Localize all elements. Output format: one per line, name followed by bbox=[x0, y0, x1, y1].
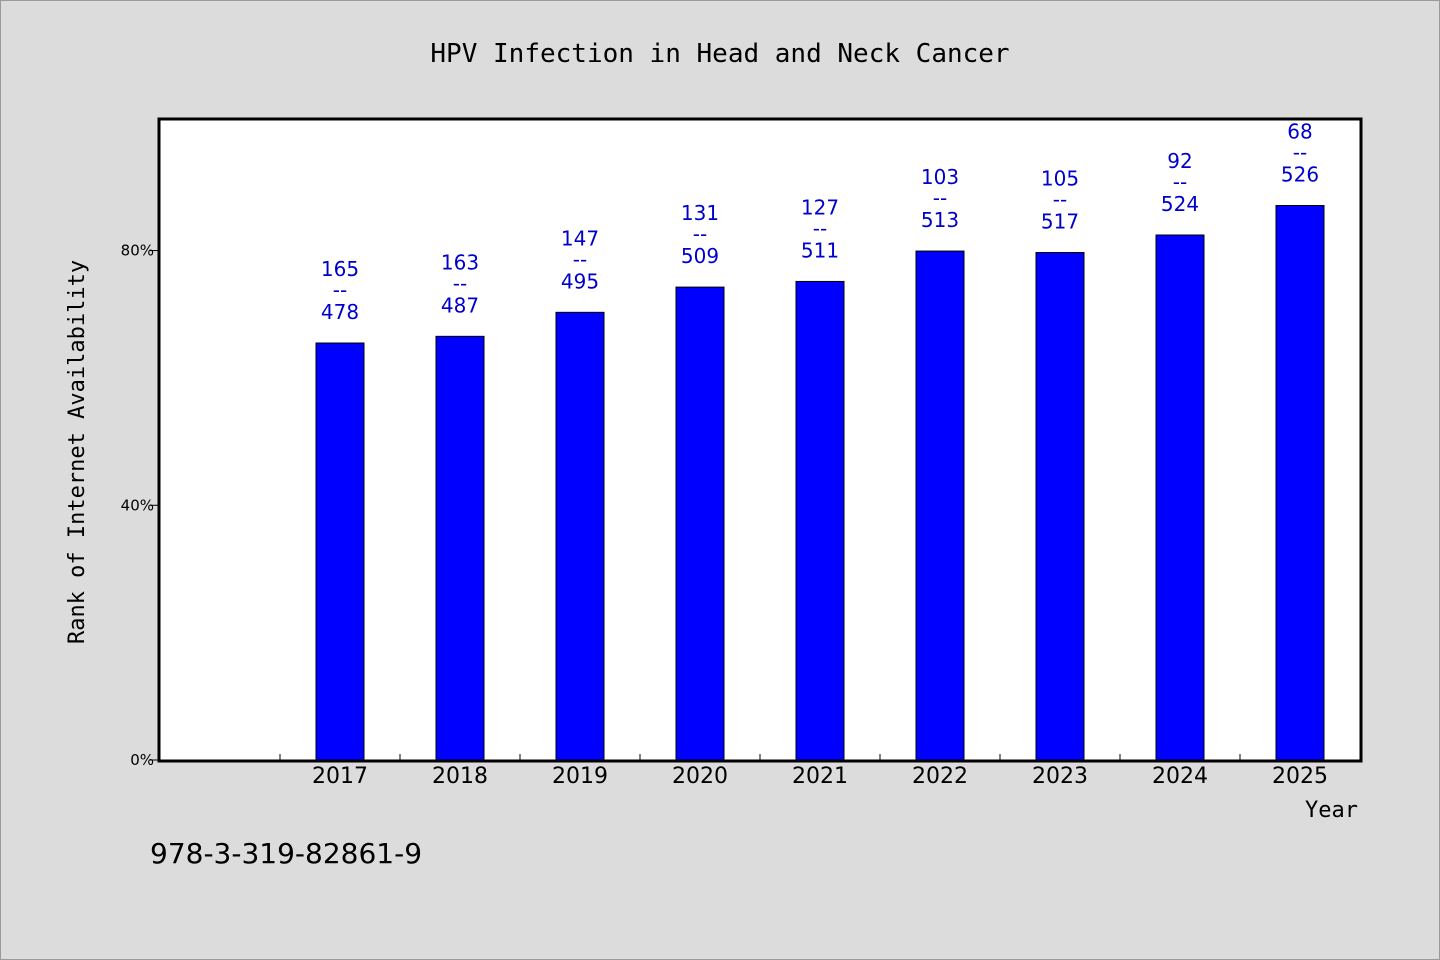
x-tick-label-2022: 2022 bbox=[912, 764, 968, 789]
data-label-sep-2022: -- bbox=[933, 186, 947, 210]
y-axis: 0% 40% 80% bbox=[121, 242, 160, 769]
data-label-sep-2023: -- bbox=[1053, 188, 1067, 212]
bar-2023 bbox=[1035, 252, 1085, 761]
x-tick-label-2023: 2023 bbox=[1032, 764, 1088, 789]
data-label-top-2018: 163 bbox=[441, 250, 479, 274]
data-label-sep-2019: -- bbox=[573, 247, 587, 271]
data-label-top-2021: 127 bbox=[801, 195, 839, 219]
data-label-bottom-2025: 526 bbox=[1281, 163, 1319, 187]
data-label-sep-2018: -- bbox=[453, 271, 467, 295]
data-label-top-2022: 103 bbox=[921, 165, 959, 189]
footnote-isbn: 978-3-319-82861-9 bbox=[150, 837, 422, 870]
data-labels-layer: 165--478163--487147--495131--509127--511… bbox=[321, 120, 1319, 324]
x-tick-label-2021: 2021 bbox=[792, 764, 848, 789]
x-tick-label-2025: 2025 bbox=[1272, 764, 1328, 789]
bar-2024 bbox=[1155, 234, 1205, 761]
x-tick-label-2024: 2024 bbox=[1152, 764, 1208, 789]
data-label-sep-2025: -- bbox=[1293, 141, 1307, 165]
bar-2017 bbox=[315, 342, 365, 761]
bars-layer bbox=[315, 205, 1325, 761]
bar-2025 bbox=[1275, 205, 1325, 761]
data-label-sep-2017: -- bbox=[333, 278, 347, 302]
data-label-bottom-2024: 524 bbox=[1161, 192, 1199, 216]
x-axis-label: Year bbox=[1305, 798, 1358, 823]
bar-2022 bbox=[915, 250, 965, 761]
data-label-bottom-2017: 478 bbox=[321, 300, 359, 324]
bar-2020 bbox=[675, 286, 725, 761]
data-label-top-2023: 105 bbox=[1041, 167, 1079, 191]
y-tick-label-0: 0% bbox=[130, 751, 154, 769]
data-label-top-2017: 165 bbox=[321, 257, 359, 281]
data-label-top-2020: 131 bbox=[681, 201, 719, 225]
bar-2018 bbox=[435, 335, 485, 761]
bar-2019 bbox=[555, 311, 605, 761]
x-tick-label-2020: 2020 bbox=[672, 764, 728, 789]
y-axis-label: Rank of Internet Availability bbox=[65, 260, 90, 644]
y-tick-label-80: 80% bbox=[121, 242, 154, 260]
data-label-sep-2024: -- bbox=[1173, 170, 1187, 194]
x-axis: 2017 2018 2019 2020 2021 2022 2023 2024 2025 bbox=[279, 754, 1328, 789]
data-label-top-2019: 147 bbox=[561, 226, 599, 250]
x-tick-label-2018: 2018 bbox=[432, 764, 488, 789]
x-tick-label-2017: 2017 bbox=[312, 764, 368, 789]
chart-title: HPV Infection in Head and Neck Cancer bbox=[430, 39, 1009, 69]
data-label-top-2025: 68 bbox=[1287, 120, 1312, 144]
data-label-sep-2021: -- bbox=[813, 216, 827, 240]
data-label-bottom-2019: 495 bbox=[561, 269, 599, 293]
data-label-bottom-2022: 513 bbox=[921, 208, 959, 232]
data-label-top-2024: 92 bbox=[1167, 149, 1192, 173]
data-label-bottom-2023: 517 bbox=[1041, 210, 1079, 234]
bar-2021 bbox=[795, 280, 845, 761]
y-tick-label-40: 40% bbox=[121, 496, 154, 514]
data-label-bottom-2018: 487 bbox=[441, 293, 479, 317]
data-label-bottom-2021: 511 bbox=[801, 238, 839, 262]
x-tick-label-2019: 2019 bbox=[552, 764, 608, 789]
data-label-sep-2020: -- bbox=[693, 222, 707, 246]
data-label-bottom-2020: 509 bbox=[681, 244, 719, 268]
